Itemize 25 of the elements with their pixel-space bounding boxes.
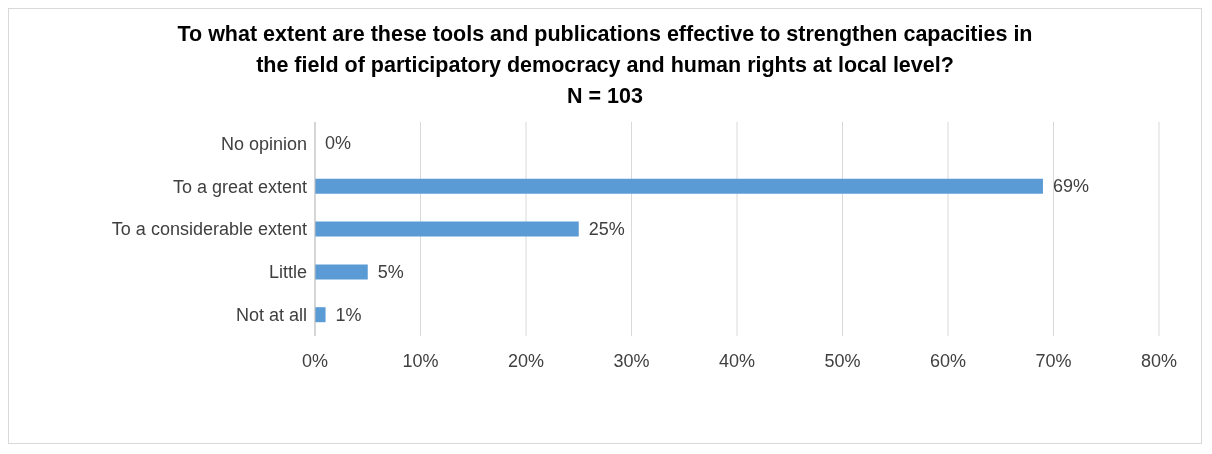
x-tick-label: 80% xyxy=(1140,350,1178,371)
x-tick-label: 60% xyxy=(929,350,967,371)
y-tick-label: To a great extent xyxy=(172,176,307,197)
x-tick-label: 30% xyxy=(613,350,650,371)
chart-subtitle: N = 103 xyxy=(566,83,644,110)
y-tick-label: To a considerable extent xyxy=(111,219,307,240)
bar xyxy=(315,264,368,280)
x-tick-label: 20% xyxy=(507,350,545,371)
data-label: 0% xyxy=(325,133,352,154)
bar xyxy=(315,307,326,323)
bar xyxy=(315,221,579,237)
bar xyxy=(315,178,1043,194)
data-label: 1% xyxy=(335,304,362,325)
x-tick-label: 50% xyxy=(824,350,861,371)
x-tick-label: 40% xyxy=(718,350,756,371)
y-tick-label: Little xyxy=(268,262,307,283)
x-tick-label: 10% xyxy=(402,350,439,371)
data-label: 5% xyxy=(377,261,404,282)
chart-title: To what extent are these tools and publications effective to strengthen capacities in the field of participatory democracy and human rights at local level? xyxy=(176,21,1034,79)
y-tick-label: No opinion xyxy=(220,133,307,154)
data-label: 69% xyxy=(1052,176,1089,197)
y-tick-label: Not at all xyxy=(235,304,307,325)
x-tick-label: 70% xyxy=(1035,350,1072,371)
x-tick-label: 0% xyxy=(301,350,329,371)
data-label: 25% xyxy=(588,219,625,239)
